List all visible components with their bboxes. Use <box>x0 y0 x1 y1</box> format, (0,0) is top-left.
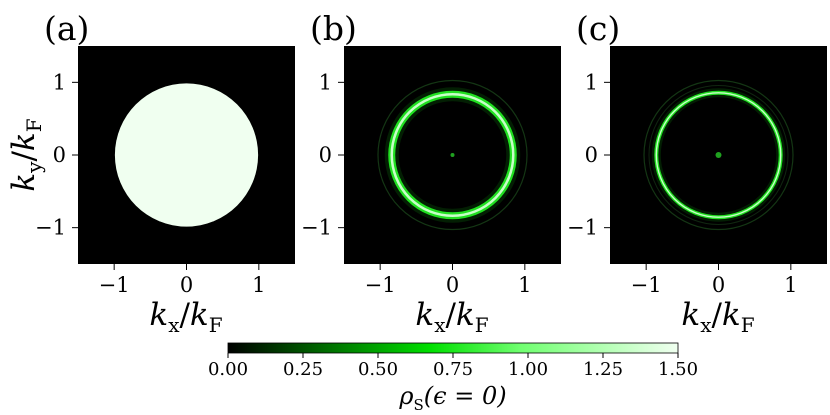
panel-b-ticks: −1 0 1 1 0 −1 <box>301 70 531 297</box>
y-tick-label: 1 <box>585 70 598 94</box>
x-tick-label: −1 <box>365 273 396 297</box>
colorbar: 0.00 0.25 0.50 0.75 1.00 1.25 1.50 ρS(ϵ = 0) <box>208 342 698 414</box>
x-tick-label: −1 <box>631 273 662 297</box>
y-tick-label: −1 <box>35 216 66 240</box>
outer-faint-ring <box>643 79 794 231</box>
panel-b: −1 0 1 1 0 −1 <box>301 46 561 297</box>
y-tick-label: −1 <box>301 216 332 240</box>
ring-core <box>655 92 782 218</box>
x-tick-label: 0 <box>446 273 459 297</box>
colorbar-tick-label: 0.75 <box>433 359 473 380</box>
colorbar-tick-label: 0.00 <box>208 359 248 380</box>
center-dot <box>450 153 455 157</box>
x-axis-label-b: kx/kF <box>415 297 488 337</box>
ring-core <box>390 92 515 218</box>
y-tick-label: 1 <box>319 70 332 94</box>
panel-a: −1 0 1 1 0 −1 <box>35 46 295 297</box>
panel-a-ticks: −1 0 1 1 0 −1 <box>35 70 265 297</box>
colorbar-ticks: 0.00 0.25 0.50 0.75 1.00 1.25 1.50 <box>208 353 698 380</box>
center-dot <box>715 152 722 158</box>
y-tick-label: 0 <box>53 143 66 167</box>
y-tick-label: 0 <box>319 143 332 167</box>
outer-faint-ring <box>377 79 528 231</box>
inner-faint-ring <box>648 84 789 226</box>
x-axis-label-a: kx/kF <box>149 297 222 337</box>
colorbar-tick-label: 0.25 <box>283 359 323 380</box>
panel-c: −1 0 1 1 0 −1 <box>567 46 827 297</box>
colorbar-label: ρS(ϵ = 0) <box>398 382 506 414</box>
x-tick-label: −1 <box>99 273 130 297</box>
x-tick-label: 1 <box>252 273 265 297</box>
disk-region <box>114 83 259 227</box>
y-tick-label: 0 <box>585 143 598 167</box>
x-tick-label: 0 <box>180 273 193 297</box>
panel-label-b: (b) <box>310 9 357 48</box>
colorbar-tick-label: 1.50 <box>658 359 698 380</box>
panel-c-ticks: −1 0 1 1 0 −1 <box>567 70 797 297</box>
x-tick-label: 1 <box>518 273 531 297</box>
y-tick-label: −1 <box>567 216 598 240</box>
panel-b-heatmap <box>377 79 528 231</box>
panel-a-heatmap <box>114 83 259 227</box>
y-tick-label: 1 <box>53 70 66 94</box>
panel-c-heatmap <box>643 79 794 231</box>
x-tick-label: 1 <box>784 273 797 297</box>
x-tick-label: 0 <box>712 273 725 297</box>
panel-label-c: (c) <box>576 9 620 48</box>
x-axis-label-c: kx/kF <box>681 297 754 337</box>
colorbar-tick-label: 1.00 <box>508 359 548 380</box>
svg-text:ky/kF: ky/kF <box>6 118 46 191</box>
panel-label-a: (a) <box>44 9 89 48</box>
colorbar-tick-label: 0.50 <box>358 359 398 380</box>
colorbar-tick-label: 1.25 <box>583 359 623 380</box>
colorbar-gradient <box>227 342 679 354</box>
y-axis-label: ky/kF <box>6 118 46 191</box>
